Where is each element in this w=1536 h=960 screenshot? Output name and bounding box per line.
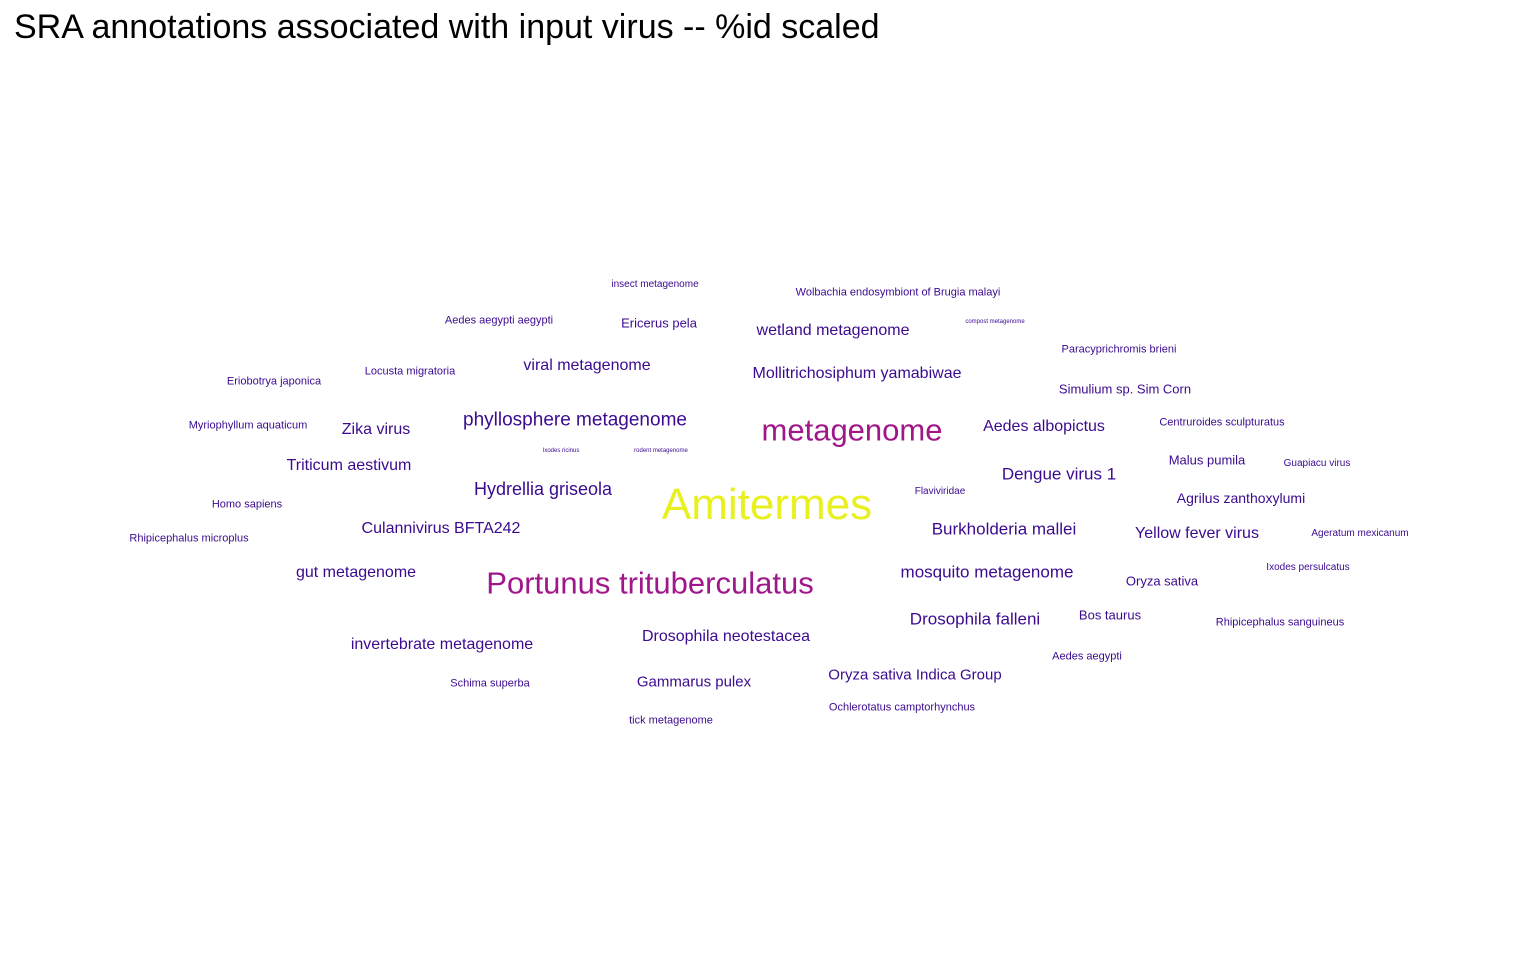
cloud-word: invertebrate metagenome <box>350 636 534 653</box>
cloud-word: Drosophila falleni <box>909 609 1041 629</box>
cloud-word: Triticum aestivum <box>286 457 412 474</box>
cloud-word: Ixodes ricinus <box>542 448 580 454</box>
cloud-word: metagenome <box>761 412 943 448</box>
cloud-word: wetland metagenome <box>756 322 910 339</box>
cloud-word: phyllosphere metagenome <box>463 409 687 431</box>
cloud-word: tick metagenome <box>629 714 713 727</box>
cloud-word: Aedes aegypti <box>1052 650 1122 663</box>
cloud-word: Zika virus <box>341 421 411 438</box>
cloud-word: viral metagenome <box>523 357 651 374</box>
cloud-word: Hydrellia griseola <box>473 479 613 499</box>
cloud-word: Yellow fever virus <box>1135 525 1259 542</box>
cloud-word: Centruroides sculpturatus <box>1159 416 1285 429</box>
cloud-word: Drosophila neotestacea <box>641 628 811 645</box>
cloud-word: Burkholderia mallei <box>931 519 1077 539</box>
cloud-word: Simulium sp. Sim Corn <box>1058 381 1192 397</box>
cloud-word: Culannivirus BFTA242 <box>361 520 521 537</box>
chart-title: SRA annotations associated with input vi… <box>14 8 880 46</box>
cloud-word: Mollitrichosiphum yamabiwae <box>752 365 962 382</box>
cloud-word: Ageratum mexicanum <box>1311 528 1409 539</box>
cloud-word: Oryza sativa Indica Group <box>828 666 1002 684</box>
cloud-word: insect metagenome <box>611 279 699 290</box>
cloud-word: Aedes albopictus <box>983 418 1105 435</box>
cloud-word: Agrilus zanthoxylumi <box>1176 490 1306 506</box>
cloud-word: Portunus trituberculatus <box>486 565 814 601</box>
cloud-word: Rhipicephalus microplus <box>129 532 249 545</box>
cloud-word: Schima superba <box>450 677 530 690</box>
cloud-word: Flaviviridae <box>914 486 966 497</box>
cloud-word: Eriobotrya japonica <box>226 375 322 388</box>
cloud-word: Malus pumila <box>1168 452 1246 468</box>
cloud-word: rodent metagenome <box>634 448 688 454</box>
cloud-word: Bos taurus <box>1078 607 1142 623</box>
cloud-word: Homo sapiens <box>211 498 283 511</box>
cloud-word: Rhipicephalus sanguineus <box>1215 616 1345 629</box>
cloud-word: Ixodes persulcatus <box>1266 562 1350 573</box>
cloud-word: compost metagenome <box>965 319 1025 325</box>
cloud-word: Guapiacu virus <box>1283 458 1351 469</box>
cloud-word: Ochlerotatus camptorhynchus <box>828 701 976 714</box>
cloud-word: Paracyprichromis brieni <box>1061 343 1177 356</box>
cloud-word: Aedes aegypti aegypti <box>444 314 554 327</box>
cloud-word: Dengue virus 1 <box>1001 464 1117 484</box>
cloud-word: Gammarus pulex <box>636 673 752 691</box>
cloud-word: Wolbachia endosymbiont of Brugia malayi <box>795 286 1001 299</box>
cloud-word: Myriophyllum aquaticum <box>188 419 308 432</box>
cloud-word: Ericerus pela <box>621 315 697 331</box>
cloud-word: Oryza sativa <box>1125 573 1199 589</box>
cloud-word: Locusta migratoria <box>364 365 456 378</box>
cloud-word: mosquito metagenome <box>900 562 1074 582</box>
cloud-word: Amitermes <box>661 480 873 529</box>
cloud-word: gut metagenome <box>295 564 417 581</box>
